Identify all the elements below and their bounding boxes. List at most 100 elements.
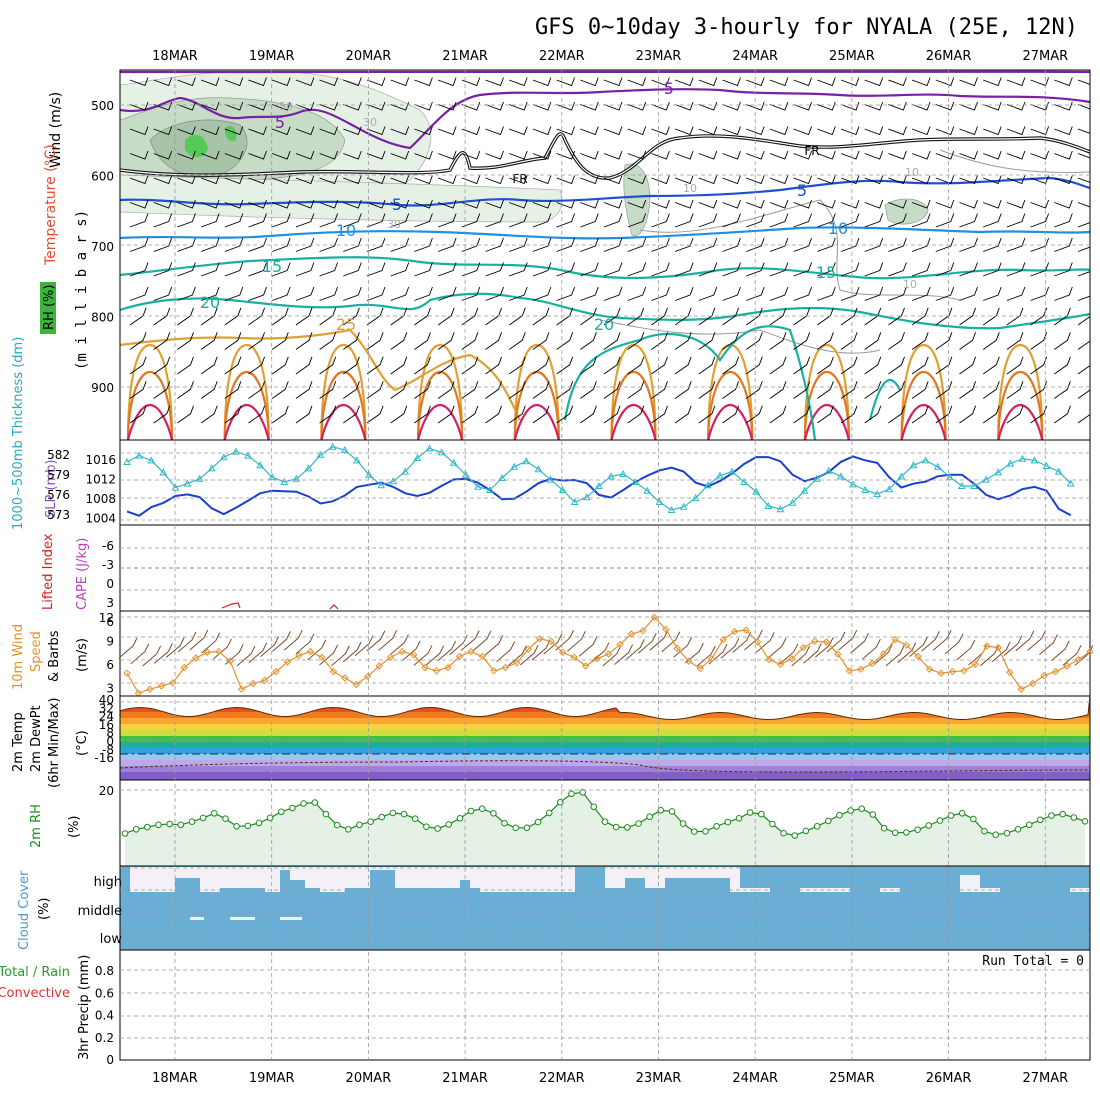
wind-barb	[1006, 405, 1024, 424]
wind-barb	[390, 175, 410, 185]
thickness-marker	[292, 474, 301, 482]
contour-label: 30	[363, 116, 377, 129]
wind-barb	[556, 175, 576, 185]
wind-barb	[201, 632, 221, 654]
wind-barb	[414, 405, 431, 424]
wind10m-marker	[1063, 662, 1071, 670]
wind-barb	[935, 213, 955, 228]
wind-barb	[698, 213, 718, 228]
wind-barb	[461, 213, 481, 228]
wind-barb	[248, 199, 267, 209]
wind-barb	[651, 237, 670, 252]
wind-barb	[366, 77, 386, 87]
tick-label: 1016	[85, 453, 116, 467]
wind-barb	[864, 126, 884, 136]
rh2m-marker	[456, 815, 464, 822]
date-label-bottom: 23MAR	[636, 1071, 682, 1086]
wind-barb	[248, 356, 266, 375]
wind-barb	[200, 332, 218, 350]
wind-barb	[272, 237, 291, 252]
wind-barb	[485, 286, 504, 301]
rh2m-marker	[702, 828, 709, 835]
rh2m-marker	[211, 810, 218, 817]
wind-barb	[509, 77, 528, 87]
contour-label: 30	[387, 218, 401, 231]
wind-barb	[793, 199, 813, 209]
thickness-marker	[958, 481, 966, 489]
cloud-high: high	[94, 875, 122, 890]
wind-barb	[129, 175, 149, 185]
wind-barb	[1050, 640, 1070, 662]
wind10m-marker	[834, 650, 842, 658]
wind-barb	[911, 199, 931, 209]
wind10m-marker	[673, 644, 681, 653]
wind-barb	[366, 126, 386, 136]
wind10m-marker	[593, 655, 601, 663]
wind-barb	[698, 150, 718, 160]
wind10m-marker	[581, 662, 590, 670]
wind-barb	[543, 633, 563, 655]
wind-barb	[627, 77, 647, 87]
cloud-panel	[119, 865, 1091, 951]
wind-barb	[343, 237, 362, 252]
rh2m-marker	[958, 810, 966, 817]
tick-label: -8	[102, 743, 114, 757]
thickness-marker	[401, 467, 410, 475]
wind-barb	[793, 237, 813, 252]
wind10m-speed-line	[126, 616, 1091, 694]
wind-barb	[1077, 365, 1090, 375]
wind-barb	[319, 381, 337, 399]
wind-barb	[603, 332, 621, 350]
wind-barb	[793, 101, 813, 111]
wind-barb	[864, 356, 882, 375]
date-label-bottom: 25MAR	[829, 1071, 875, 1086]
wind10m-marker	[960, 667, 968, 675]
wind-barb	[472, 630, 492, 652]
precip-panel: Run Total = 0	[119, 949, 1091, 1061]
wind-barb	[793, 381, 811, 399]
wind-barb	[580, 381, 597, 399]
wind-barb	[956, 639, 976, 661]
wind-barb	[532, 199, 552, 209]
cape-label: CAPE (J/kg)	[75, 538, 90, 610]
wind-barb	[580, 126, 599, 136]
wind-barb	[745, 356, 763, 375]
wind-barb	[272, 175, 291, 185]
wind10m-marker	[811, 637, 819, 645]
wind-barb	[888, 126, 907, 136]
wind-barb	[651, 356, 668, 375]
thickness-marker	[546, 475, 555, 483]
wind-barb	[485, 262, 504, 277]
rh2m-marker	[534, 818, 542, 826]
wind-barb	[177, 405, 194, 424]
wind-barb	[888, 262, 907, 277]
thickness-marker	[1054, 467, 1063, 475]
wind-barb	[1054, 405, 1071, 424]
wind-barb	[342, 641, 362, 663]
wind-barb	[556, 381, 574, 399]
wind-barb	[722, 126, 741, 136]
wind-barb	[959, 77, 978, 87]
wind-barb	[390, 262, 410, 277]
thickness-marker	[159, 468, 168, 476]
contour-label: 10	[903, 278, 917, 291]
wind-barb	[627, 213, 647, 228]
thickness-marker	[340, 445, 349, 453]
wind-barb	[888, 356, 905, 375]
thickness-marker	[679, 502, 688, 510]
wind-barb	[177, 356, 194, 375]
wind-barb	[200, 175, 220, 185]
wind-barb	[200, 286, 220, 301]
wind-barb	[651, 213, 670, 228]
wind-barb	[414, 150, 433, 160]
wind-barb	[580, 405, 597, 424]
rh2m-marker	[278, 808, 285, 816]
gridlines	[120, 70, 1090, 1060]
rh2m-marker	[936, 817, 944, 824]
thickness-marker	[595, 481, 603, 489]
wind10m-marker	[157, 682, 166, 690]
wind-barb	[366, 199, 386, 209]
thickness-marker	[437, 448, 446, 456]
wind-barb	[698, 77, 718, 87]
wind-barb	[838, 629, 858, 651]
